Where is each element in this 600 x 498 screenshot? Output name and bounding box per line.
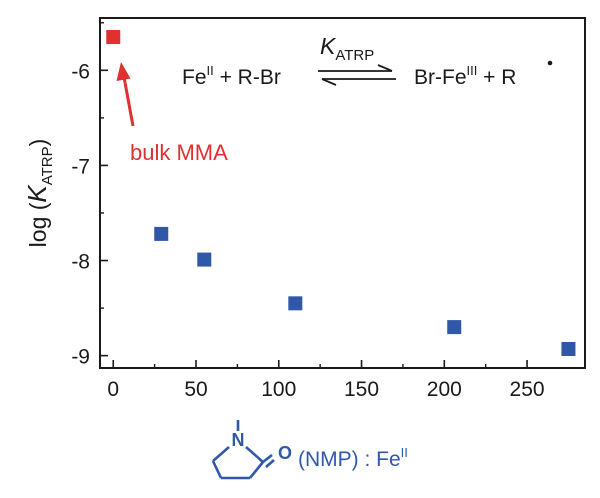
k-atrp-label: KATRP xyxy=(320,33,374,64)
x-axis-label: N O (NMP) : FeII xyxy=(211,420,408,480)
radical-dot xyxy=(547,60,553,66)
y-tick-label: -7 xyxy=(71,155,90,178)
x-tick-label: 250 xyxy=(510,378,545,401)
nmp-nitrogen: N xyxy=(232,430,245,450)
axis-ticks xyxy=(100,22,528,368)
equation-annotation: KATRP FeII + R-Br Br-FeIII + R xyxy=(182,33,553,89)
y-tick-label: -8 xyxy=(71,251,90,274)
nmp-oxygen: O xyxy=(278,443,292,463)
x-tick-label: 100 xyxy=(261,378,296,401)
data-point xyxy=(561,341,576,356)
x-tick-label: 200 xyxy=(427,378,462,401)
bulk-mma-arrow xyxy=(122,76,135,127)
bulk-mma-label: bulk MMA xyxy=(130,140,228,165)
data-point xyxy=(288,296,303,311)
equation-right: Br-FeIII + R xyxy=(414,63,516,89)
bulk-mma-arrowhead xyxy=(116,62,131,81)
data-point xyxy=(197,252,212,267)
data-point xyxy=(154,226,169,241)
data-point xyxy=(447,320,462,335)
x-tick-label: 0 xyxy=(107,378,119,401)
data-points xyxy=(106,30,576,356)
bulk-mma-annotation: bulk MMA xyxy=(116,62,228,165)
plot-frame xyxy=(99,17,586,369)
data-point-bulk-mma xyxy=(106,30,121,45)
x-tick-label: 150 xyxy=(344,378,379,401)
equation-left: FeII + R-Br xyxy=(182,63,281,89)
nmp-molecule-drawing xyxy=(211,420,275,480)
equilibrium-arrow xyxy=(318,64,396,86)
x-tick-label: 50 xyxy=(184,378,207,401)
y-tick-label: -9 xyxy=(71,346,90,369)
y-tick-label: -6 xyxy=(71,60,90,83)
tick-labels: 0 50 100 150 200 250 -6 -7 -8 -9 xyxy=(71,60,544,401)
x-axis-label-text: (NMP) : FeII xyxy=(298,445,408,471)
y-axis-label: log (KATRP) xyxy=(22,139,56,248)
